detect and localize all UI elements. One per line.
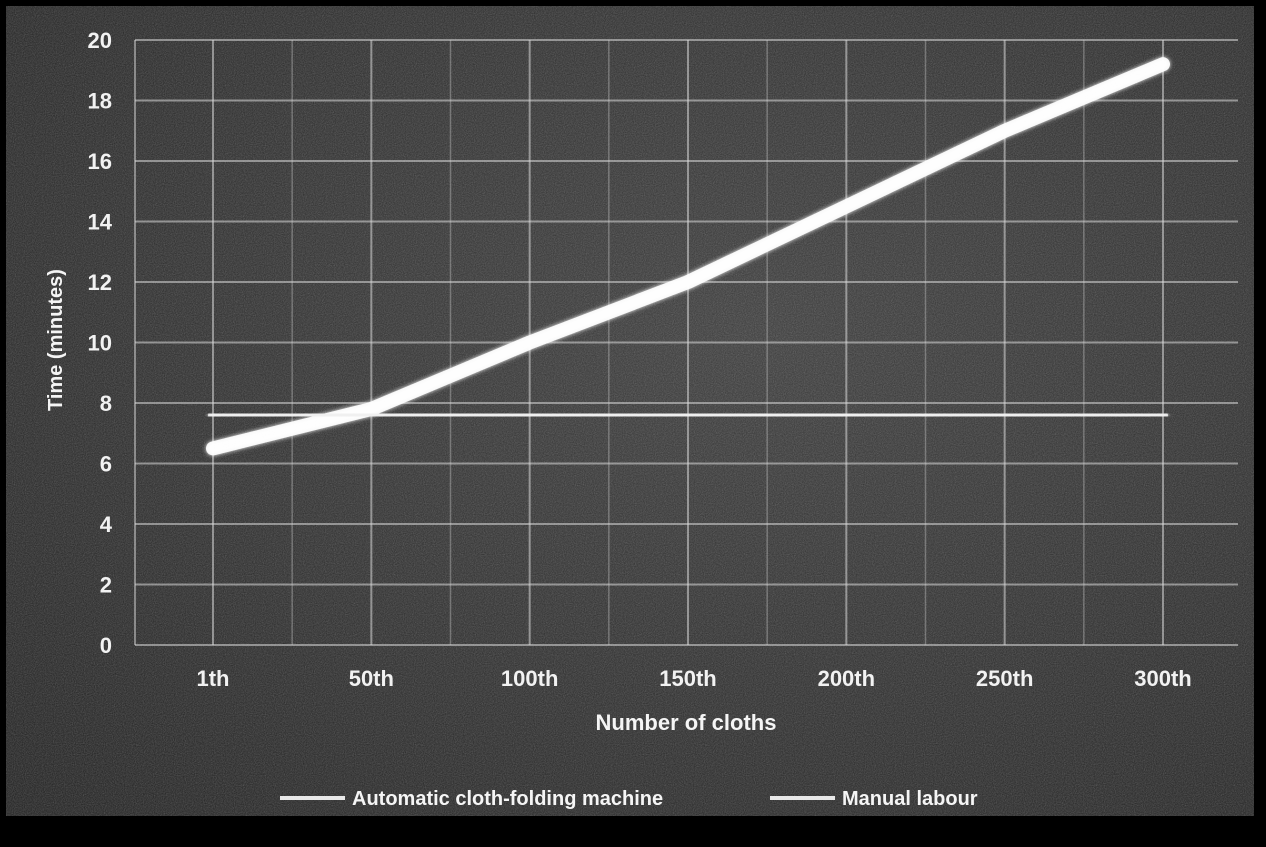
series-line-automatic xyxy=(206,57,1170,456)
x-tick-label: 200th xyxy=(818,666,875,691)
legend-label: Manual labour xyxy=(842,788,978,810)
legend: Automatic cloth-folding machine Manual la… xyxy=(280,788,978,810)
data-point xyxy=(212,414,214,416)
data-point xyxy=(1004,130,1006,132)
x-tick-label: 300th xyxy=(1134,666,1191,691)
y-axis-title: Time (minutes) xyxy=(45,269,67,411)
y-axis: 0 2 4 6 8 10 12 14 16 18 20 xyxy=(88,28,113,658)
data-point xyxy=(529,342,531,344)
x-tick-label: 1th xyxy=(197,666,230,691)
x-tick-label: 100th xyxy=(501,666,558,691)
x-tick-label: 50th xyxy=(349,666,394,691)
y-tick-label: 10 xyxy=(88,331,112,356)
x-tick-label: 250th xyxy=(976,666,1033,691)
data-point xyxy=(370,408,372,410)
y-tick-label: 20 xyxy=(88,28,112,53)
data-point xyxy=(1162,63,1164,65)
data-point xyxy=(1162,414,1164,416)
y-tick-label: 8 xyxy=(100,391,112,416)
data-point xyxy=(845,414,847,416)
y-tick-label: 6 xyxy=(100,452,112,477)
y-tick-label: 12 xyxy=(88,270,112,295)
data-point xyxy=(370,414,372,416)
series-group xyxy=(206,57,1170,456)
y-tick-label: 2 xyxy=(100,573,112,598)
y-tick-label: 18 xyxy=(88,89,112,114)
x-tick-label: 150th xyxy=(659,666,716,691)
data-point xyxy=(687,414,689,416)
y-tick-label: 4 xyxy=(100,512,113,537)
data-point xyxy=(529,414,531,416)
series-group xyxy=(208,410,1168,421)
y-tick-label: 14 xyxy=(88,210,113,235)
data-point xyxy=(212,447,214,449)
data-point xyxy=(687,281,689,283)
y-tick-label: 0 xyxy=(100,633,112,658)
data-point xyxy=(1004,414,1006,416)
legend-label: Automatic cloth-folding machine xyxy=(352,788,663,810)
x-axis: 1th 50th 100th 150th 200th 250th 300th xyxy=(197,666,1192,691)
y-tick-label: 16 xyxy=(88,149,112,174)
x-axis-title: Number of cloths xyxy=(596,710,777,735)
data-point xyxy=(845,205,847,207)
series-lines xyxy=(206,57,1170,456)
